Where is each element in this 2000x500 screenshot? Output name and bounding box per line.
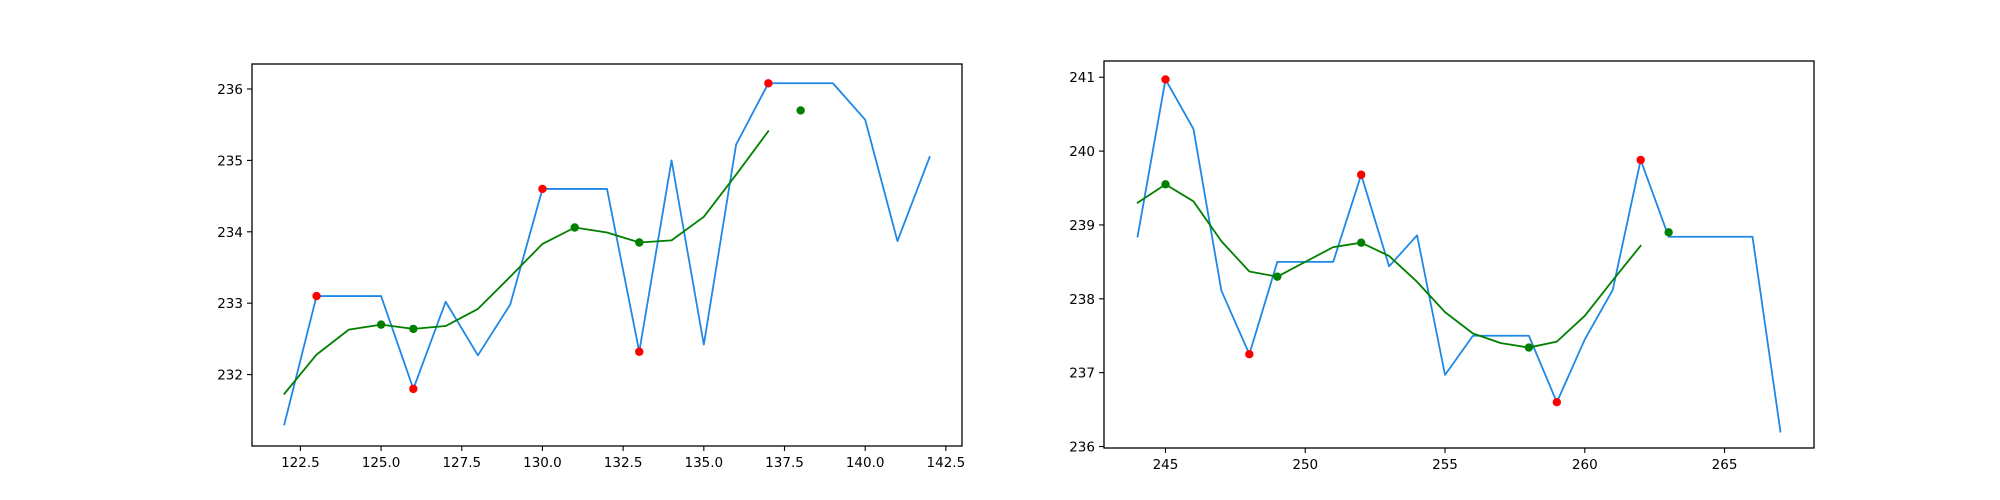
right-chart-y-tick-label-4: 240 — [1069, 144, 1095, 160]
right-chart-x-tick-label-0: 245 — [1153, 457, 1179, 473]
right-chart-y-tick-label-3: 239 — [1069, 218, 1095, 234]
right-chart-series-2-point-4 — [1636, 155, 1645, 165]
right-chart-series-3-point-0 — [1161, 180, 1170, 189]
left-chart-y-tick-label-2: 234 — [217, 225, 243, 241]
left-chart-x-tick-label-8: 142.5 — [927, 455, 966, 471]
left-chart-x-tick-label-3: 130.0 — [523, 455, 562, 471]
left-chart-x-tick-label-7: 140.0 — [846, 455, 885, 471]
left-chart-x-tick-label-0: 122.5 — [281, 455, 320, 471]
left-chart: 122.5 125.0 127.5 130.0 132.5 135.0 137.5 140.0… — [217, 63, 966, 471]
left-chart-series-2-point-3 — [635, 347, 644, 356]
left-chart-y-tick-label-1: 233 — [217, 296, 243, 312]
right-chart-x-tick-label-1: 250 — [1292, 457, 1318, 473]
left-chart-series-3-point-1 — [409, 324, 418, 334]
left-chart-x-tick-label-4: 132.5 — [604, 455, 643, 471]
right-chart-series-2-point-1 — [1245, 350, 1254, 359]
left-chart-series-3-point-3 — [635, 238, 644, 247]
right-chart-y-tick-label-2: 238 — [1069, 292, 1095, 308]
left-chart-series-0-line — [283, 82, 931, 426]
right-chart-axes-frame — [1103, 60, 1815, 449]
left-chart-y-tick-label-3: 235 — [217, 153, 243, 169]
right-chart-x-tick-label-2: 255 — [1432, 457, 1458, 473]
right-chart-series-3-point-4 — [1664, 228, 1673, 237]
right-chart: 245 250 255 260 265 236 237 238 239 240 241 — [1069, 60, 1815, 473]
left-chart-series-2-point-2 — [538, 184, 547, 194]
right-chart-series-3-point-2 — [1356, 238, 1366, 247]
left-chart-y-tick-label-4: 236 — [217, 82, 243, 98]
right-chart-y-tick-label-1: 237 — [1069, 366, 1095, 382]
right-chart-y-tick-label-5: 241 — [1069, 70, 1095, 86]
left-chart-x-tick-label-6: 137.5 — [765, 455, 804, 471]
right-chart-series-1-line — [1136, 183, 1642, 349]
left-chart-series-2-point-1 — [409, 384, 418, 394]
left-chart-x-tick-label-1: 125.0 — [362, 455, 401, 471]
right-chart-series-0-line — [1136, 78, 1782, 433]
right-chart-series-3-point-1 — [1273, 272, 1282, 281]
left-chart-series-2-point-4 — [764, 79, 773, 88]
left-chart-x-tick-label-2: 127.5 — [442, 455, 481, 471]
right-chart-series-2-point-3 — [1552, 398, 1562, 407]
left-chart-axes-frame — [251, 63, 963, 447]
right-chart-series-2-point-0 — [1161, 75, 1170, 84]
left-chart-series-3-point-0 — [376, 320, 386, 329]
left-chart-series-1-line — [283, 130, 770, 395]
left-chart-series-2-point-0 — [312, 291, 321, 301]
right-chart-series-3-point-3 — [1524, 343, 1534, 352]
right-chart-series-2-point-2 — [1356, 170, 1366, 179]
right-chart-x-tick-label-3: 260 — [1572, 457, 1598, 473]
left-chart-y-tick-label-0: 232 — [217, 368, 243, 384]
right-chart-y-tick-label-0: 236 — [1069, 440, 1095, 456]
left-chart-series-3-point-4 — [796, 106, 805, 115]
right-chart-x-tick-label-4: 265 — [1712, 457, 1738, 473]
left-chart-x-tick-label-5: 135.0 — [684, 455, 723, 471]
left-chart-series-3-point-2 — [570, 223, 579, 232]
